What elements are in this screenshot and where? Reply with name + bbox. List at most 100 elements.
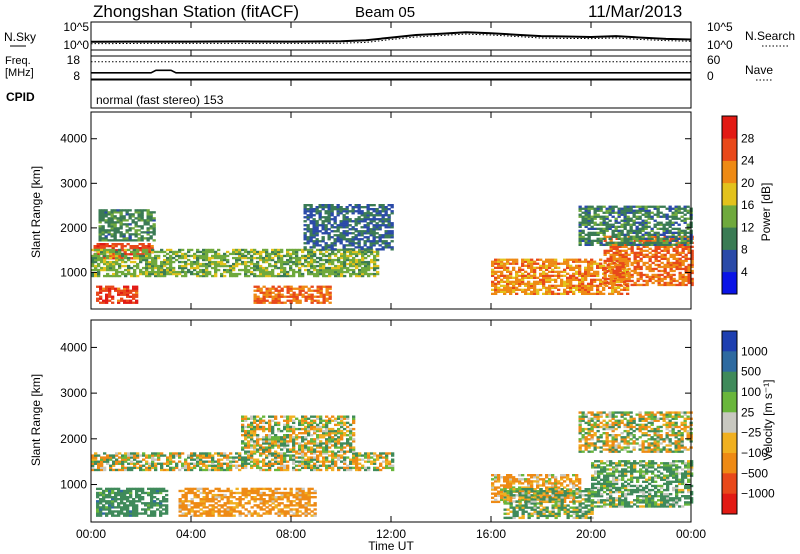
power-cell: [256, 287, 260, 290]
power-cell: [98, 237, 102, 240]
power-cell: [283, 268, 287, 272]
power-cell: [125, 209, 129, 212]
power-cell: [644, 219, 648, 222]
velocity-cell: [283, 506, 287, 509]
power-cell: [599, 266, 603, 270]
velocity-cell: [126, 500, 130, 503]
power-cell: [121, 260, 125, 264]
power-cell: [196, 264, 200, 268]
power-cell: [358, 268, 362, 272]
velocity-cell: [271, 506, 275, 509]
velocity-cell: [199, 454, 203, 457]
power-cell: [584, 207, 588, 210]
power-cell: [381, 210, 385, 213]
power-cell: [372, 204, 376, 207]
velocity-cell: [94, 452, 98, 455]
power-cell: [596, 274, 600, 278]
power-cell: [223, 256, 227, 260]
velocity-cell: [352, 452, 356, 455]
power-cell: [262, 250, 266, 254]
power-cell: [137, 213, 141, 216]
power-cell: [575, 284, 579, 288]
power-cell: [360, 230, 364, 233]
power-cell: [205, 274, 209, 278]
velocity-cell: [121, 468, 125, 472]
velocity-cell: [370, 452, 374, 455]
power-cell: [533, 266, 537, 270]
power-cell: [367, 254, 371, 258]
velocity-cell: [184, 498, 188, 501]
power-cell: [363, 220, 367, 223]
power-cell: [349, 274, 353, 278]
velocity-cell: [271, 500, 275, 503]
velocity-cell: [208, 460, 212, 463]
velocity-cell: [298, 456, 302, 459]
velocity-cell: [99, 502, 103, 505]
power-cell: [184, 274, 188, 278]
power-cell: [244, 262, 248, 266]
power-cell: [370, 272, 374, 276]
velocity-cell: [214, 460, 218, 463]
power-cell: [118, 266, 122, 270]
power-cell: [618, 265, 622, 269]
velocity-cell: [373, 468, 377, 472]
power-cell: [358, 260, 362, 264]
power-cell: [654, 251, 658, 255]
power-cell: [301, 254, 305, 258]
power-cell: [624, 245, 628, 249]
power-cell: [542, 278, 546, 282]
power-cell: [325, 270, 329, 274]
velocity-cell: [112, 454, 116, 457]
power-cell: [527, 282, 531, 286]
power-cell: [560, 270, 564, 274]
velocity-cell: [181, 506, 185, 509]
power-cell: [354, 230, 358, 233]
power-cell: [621, 271, 625, 275]
power-cell: [384, 230, 388, 233]
velocity-cell: [117, 491, 121, 495]
power-cell: [626, 209, 630, 212]
velocity-cell: [123, 506, 127, 509]
velocity-cell: [259, 514, 263, 517]
velocity-cell: [232, 458, 236, 461]
velocity-cell: [145, 456, 149, 459]
power-cell: [635, 225, 639, 229]
power-cell: [112, 264, 116, 268]
velocity-cell: [214, 487, 218, 491]
power-cell: [557, 270, 561, 274]
power-cell: [345, 208, 349, 211]
power-cell: [527, 292, 531, 296]
power-cell: [663, 269, 667, 273]
power-cell: [494, 266, 498, 270]
velocity-cell: [313, 462, 317, 465]
velocity-cell: [280, 496, 284, 499]
velocity-cell: [184, 464, 188, 467]
power-cell: [672, 277, 676, 281]
power-cell: [345, 216, 349, 219]
power-cell: [548, 280, 552, 284]
velocity-cell: [135, 500, 139, 503]
velocity-cell: [172, 456, 176, 459]
velocity-cell: [253, 419, 257, 422]
velocity-cell: [277, 466, 281, 470]
velocity-cell: [262, 442, 266, 445]
power-cell: [548, 288, 552, 292]
power-cell: [384, 246, 388, 249]
power-cell: [557, 274, 561, 278]
power-cell: [650, 237, 654, 241]
power-cell: [100, 248, 104, 252]
power-cell: [235, 262, 239, 266]
power-cell: [660, 261, 664, 265]
power-cell: [626, 221, 630, 224]
power-cell: [106, 268, 110, 272]
power-cell: [527, 288, 531, 292]
power-cell: [330, 224, 334, 227]
velocity-cell: [253, 442, 257, 445]
power-cell: [587, 239, 591, 243]
velocity-cell: [241, 489, 245, 493]
power-cell: [581, 290, 585, 294]
power-cell: [642, 239, 646, 243]
velocity-cell: [298, 452, 302, 455]
power-cell: [681, 259, 685, 263]
power-cell: [117, 299, 121, 302]
